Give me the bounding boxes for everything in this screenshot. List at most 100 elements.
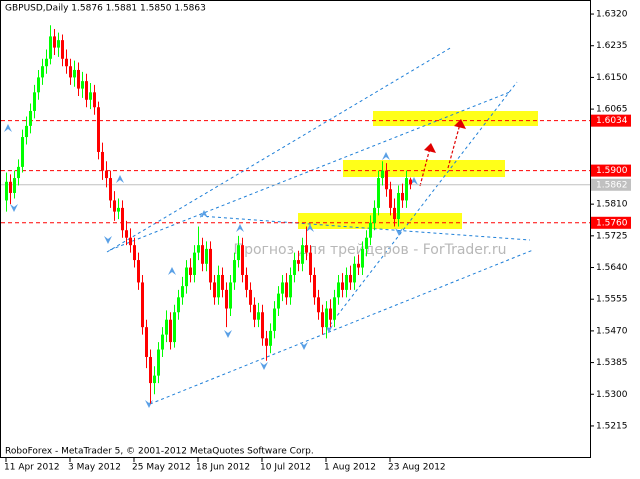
candle-body — [361, 248, 364, 268]
candle-body — [177, 297, 180, 313]
candle-body — [89, 92, 92, 100]
candle-body — [145, 327, 148, 357]
candle-body — [405, 178, 408, 201]
y-tick-label: 1.5810 — [596, 200, 628, 210]
candle-body — [105, 170, 108, 179]
y-tick-label: 1.5215 — [596, 421, 628, 431]
candle-body — [61, 40, 64, 59]
x-tick-label: 3 May 2012 — [68, 463, 121, 473]
level-label-bg — [591, 164, 631, 177]
footer: RoboForex - MetaTrader 5, © 2001-2012 Me… — [5, 447, 314, 457]
candle-body — [277, 293, 280, 309]
candle-body — [137, 260, 140, 283]
candle-body — [53, 36, 56, 48]
candle-body — [245, 274, 248, 290]
forecast-arrow — [419, 147, 431, 187]
y-tick-label: 1.5385 — [596, 358, 628, 368]
candle-body — [393, 207, 396, 220]
level-label: 1.5760 — [596, 218, 628, 228]
candle-body — [369, 222, 372, 238]
bid-label: 1.5862 — [596, 180, 628, 190]
candle-body — [125, 230, 128, 238]
candle-body — [237, 245, 240, 261]
candle-body — [233, 260, 236, 283]
candle-body — [381, 170, 384, 179]
candle-body — [309, 252, 312, 275]
candle-body — [317, 297, 320, 313]
candle-body — [201, 245, 204, 264]
trend-line — [199, 215, 531, 241]
y-tick-label: 1.5640 — [596, 263, 628, 273]
candle-body — [401, 192, 404, 201]
y-tick-label: 1.5470 — [596, 326, 628, 336]
candle-body — [113, 200, 116, 212]
y-tick-label: 1.6235 — [596, 41, 628, 51]
candle-body — [389, 189, 392, 208]
bid-label-bg — [591, 178, 631, 191]
candle-body — [289, 274, 292, 298]
candle-body — [333, 297, 336, 320]
candle-body — [261, 312, 264, 339]
candle-body — [337, 282, 340, 298]
candle-body — [357, 263, 360, 268]
candle-body — [161, 334, 164, 350]
candle-body — [29, 110, 32, 126]
candle-body — [133, 245, 136, 261]
candle-body — [169, 319, 172, 343]
candle-body — [217, 274, 220, 298]
candle-body — [173, 312, 176, 343]
candle-body — [157, 349, 160, 376]
candle-body — [197, 245, 200, 253]
candle-body — [301, 245, 304, 264]
x-tick-label: 11 Apr 2012 — [4, 463, 60, 473]
candle-body — [73, 69, 76, 78]
candle-body — [181, 286, 184, 298]
zone — [373, 111, 538, 126]
x-tick-label: 1 Aug 2012 — [324, 463, 376, 473]
candle-body — [213, 282, 216, 298]
y-tick-label: 1.6150 — [596, 73, 628, 83]
y-tick-label: 1.5725 — [596, 231, 628, 241]
candle-body — [325, 308, 328, 328]
trend-line — [106, 46, 453, 253]
level-label-bg — [591, 216, 631, 229]
candle-body — [93, 92, 96, 108]
candle-body — [241, 245, 244, 275]
candle-body — [153, 375, 156, 384]
level-label: 1.5900 — [596, 166, 628, 176]
candle-body — [409, 179, 412, 185]
candle-body — [117, 207, 120, 212]
candle-body — [141, 282, 144, 328]
candle-body — [49, 36, 52, 59]
candle-body — [265, 338, 268, 346]
candle-body — [225, 289, 228, 309]
x-tick-label: 10 Jul 2012 — [260, 463, 311, 473]
candle-body — [17, 166, 20, 179]
candle-body — [129, 237, 132, 246]
candle-body — [205, 248, 208, 264]
x-tick-label: 25 May 2012 — [132, 463, 191, 473]
candle-body — [385, 170, 388, 190]
chart-title: GBPUSD,Daily 1.5876 1.5881 1.5850 1.5863 — [5, 4, 206, 14]
candle-body — [253, 304, 256, 320]
candle-body — [249, 289, 252, 305]
candle-body — [121, 207, 124, 231]
candle-body — [77, 69, 80, 89]
candle-body — [85, 81, 88, 100]
candle-body — [341, 282, 344, 290]
candle-body — [81, 81, 84, 89]
candle-body — [33, 92, 36, 111]
trend-line — [149, 249, 534, 405]
y-tick-label: 1.5300 — [596, 390, 628, 400]
annotations — [4, 46, 538, 408]
candle-body — [209, 248, 212, 283]
y-tick-label: 1.6320 — [596, 10, 628, 20]
y-tick-label: 1.5555 — [596, 295, 628, 305]
candle-body — [281, 282, 284, 294]
candle-body — [365, 237, 368, 249]
x-tick-label: 23 Aug 2012 — [388, 463, 446, 473]
candle-body — [9, 181, 12, 193]
candle-body — [329, 308, 332, 320]
candle-body — [149, 356, 152, 384]
